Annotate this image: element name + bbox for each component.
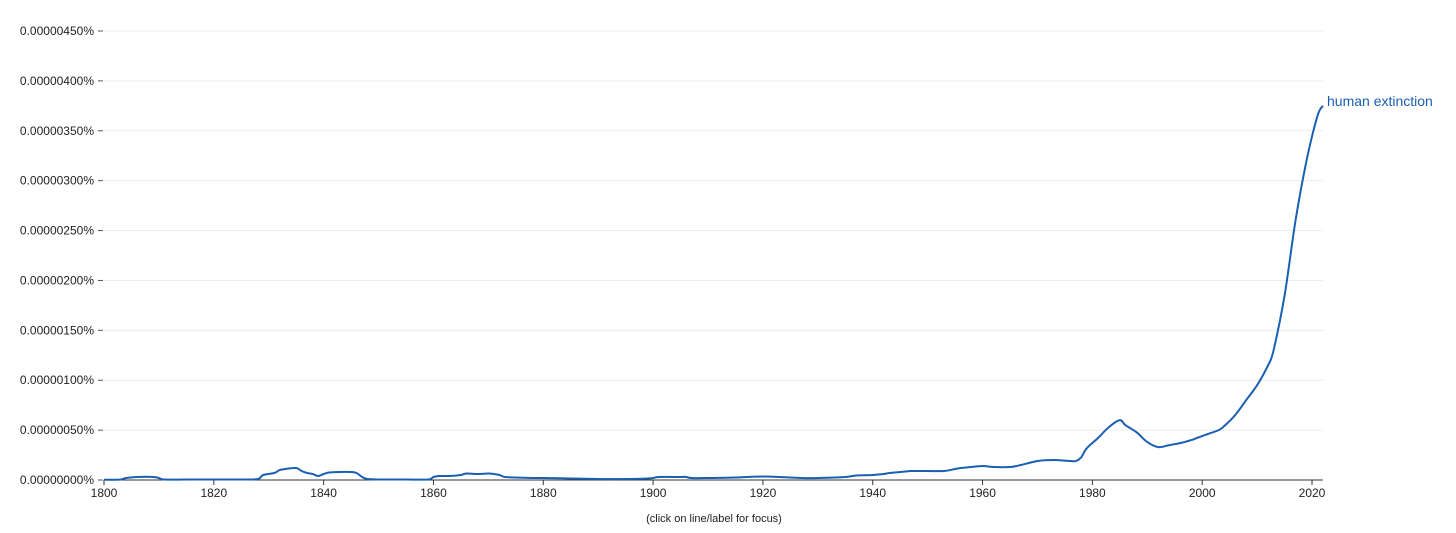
x-tick-label: 1840 (310, 486, 337, 500)
series-label[interactable]: human extinction (1327, 93, 1433, 109)
y-tick-label: 0.00000150% (20, 323, 94, 337)
y-tick-label: 0.00000350% (20, 124, 94, 138)
y-tick-label: 0.00000200% (20, 273, 94, 287)
focus-hint: (click on line/label for focus) (646, 513, 782, 525)
y-tick-label: 0.00000000% (20, 473, 94, 487)
x-tick-label: 1920 (750, 486, 777, 500)
grid-lines (104, 30, 1323, 431)
y-tick-label: 0.00000050% (20, 423, 94, 437)
y-tick-label: 0.00000300% (20, 174, 94, 188)
x-axis: 1800 1820 1840 1860 1880 1900 1920 1940 1960 1980… (91, 479, 1326, 500)
x-tick-label: 1800 (91, 486, 118, 500)
x-tick-label: 2020 (1299, 486, 1326, 500)
y-tick-label: 0.00000450% (20, 24, 94, 38)
y-tick-label: 0.00000400% (20, 74, 94, 88)
x-tick-label: 1900 (640, 486, 667, 500)
series-line[interactable] (103, 105, 1324, 481)
y-tick-label: 0.00000100% (20, 373, 94, 387)
y-tick-label: 0.00000250% (20, 224, 94, 238)
x-tick-label: 2000 (1189, 486, 1216, 500)
x-tick-label: 1860 (420, 486, 447, 500)
series-group[interactable]: human extinction (103, 93, 1433, 481)
x-tick-label: 1980 (1079, 486, 1106, 500)
x-tick-label: 1940 (859, 486, 886, 500)
x-tick-label: 1820 (200, 486, 227, 500)
x-tick-label: 1880 (530, 486, 557, 500)
x-tick-label: 1960 (969, 486, 996, 500)
y-axis: 0.00000000% 0.00000050% 0.00000100% 0.00000… (20, 24, 103, 487)
